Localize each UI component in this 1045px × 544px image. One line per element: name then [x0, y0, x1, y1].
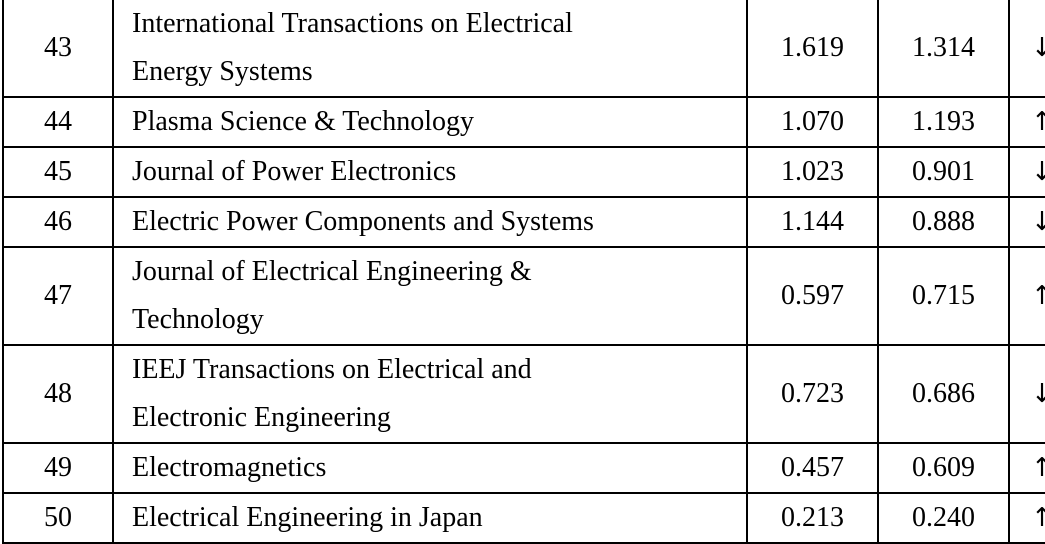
value2-cell: 0.901 [877, 146, 1010, 198]
down-arrow-icon: ↓ [1008, 146, 1045, 198]
rank-cell: 50 [2, 492, 114, 544]
up-arrow-icon: ↑ [1008, 492, 1045, 544]
journal-name-line: Electromagnetics [132, 452, 327, 483]
value2-cell: 0.686 [877, 344, 1010, 444]
table-row: 43 International Transactions on Electri… [2, 0, 1045, 98]
down-arrow-icon: ↓ [1008, 0, 1045, 98]
up-arrow-icon: ↑ [1008, 246, 1045, 346]
value1-cell: 0.213 [746, 492, 879, 544]
journal-name-line: Energy Systems [132, 56, 313, 87]
journal-name-line: Journal of Electrical Engineering & [132, 256, 532, 287]
up-arrow-icon: ↑ [1008, 442, 1045, 494]
journal-name-line: IEEJ Transactions on Electrical and [132, 354, 532, 385]
journal-name-cell: Plasma Science & Technology [112, 96, 748, 148]
value2-cell: 0.888 [877, 196, 1010, 248]
value1-cell: 1.144 [746, 196, 879, 248]
rank-cell: 43 [2, 0, 114, 98]
journal-name-cell: Journal of Electrical Engineering & Tech… [112, 246, 748, 346]
value2-cell: 0.715 [877, 246, 1010, 346]
journal-name-line: Journal of Power Electronics [132, 156, 457, 187]
journal-name-line: International Transactions on Electrical [132, 8, 573, 39]
table-row: 49 Electromagnetics 0.457 0.609 ↑ [2, 442, 1045, 494]
journal-name-cell: Journal of Power Electronics [112, 146, 748, 198]
value2-cell: 0.240 [877, 492, 1010, 544]
journal-name-cell: IEEJ Transactions on Electrical and Elec… [112, 344, 748, 444]
journal-name-line: Plasma Science & Technology [132, 106, 475, 137]
table-row: 48 IEEJ Transactions on Electrical and E… [2, 344, 1045, 444]
journal-name-cell: Electromagnetics [112, 442, 748, 494]
journal-name-cell: International Transactions on Electrical… [112, 0, 748, 98]
table-row: 45 Journal of Power Electronics 1.023 0.… [2, 146, 1045, 198]
value1-cell: 1.023 [746, 146, 879, 198]
table-row: 47 Journal of Electrical Engineering & T… [2, 246, 1045, 346]
down-arrow-icon: ↓ [1008, 344, 1045, 444]
rank-cell: 49 [2, 442, 114, 494]
table-row: 44 Plasma Science & Technology 1.070 1.1… [2, 96, 1045, 148]
value1-cell: 1.070 [746, 96, 879, 148]
journal-name-line: Technology [132, 304, 264, 335]
rank-cell: 48 [2, 344, 114, 444]
value2-cell: 1.314 [877, 0, 1010, 98]
value1-cell: 1.619 [746, 0, 879, 98]
journal-name-line: Electronic Engineering [132, 402, 391, 433]
value1-cell: 0.457 [746, 442, 879, 494]
journal-name-line: Electric Power Components and Systems [132, 206, 594, 237]
value1-cell: 0.597 [746, 246, 879, 346]
down-arrow-icon: ↓ [1008, 196, 1045, 248]
table-row: 46 Electric Power Components and Systems… [2, 196, 1045, 248]
rank-cell: 47 [2, 246, 114, 346]
value1-cell: 0.723 [746, 344, 879, 444]
journal-name-cell: Electric Power Components and Systems [112, 196, 748, 248]
table-row: 50 Electrical Engineering in Japan 0.213… [2, 492, 1045, 544]
rank-cell: 45 [2, 146, 114, 198]
journal-name-cell: Electrical Engineering in Japan [112, 492, 748, 544]
rank-cell: 46 [2, 196, 114, 248]
journal-name-line: Electrical Engineering in Japan [132, 502, 483, 533]
value2-cell: 0.609 [877, 442, 1010, 494]
up-arrow-icon: ↑ [1008, 96, 1045, 148]
value2-cell: 1.193 [877, 96, 1010, 148]
rank-cell: 44 [2, 96, 114, 148]
